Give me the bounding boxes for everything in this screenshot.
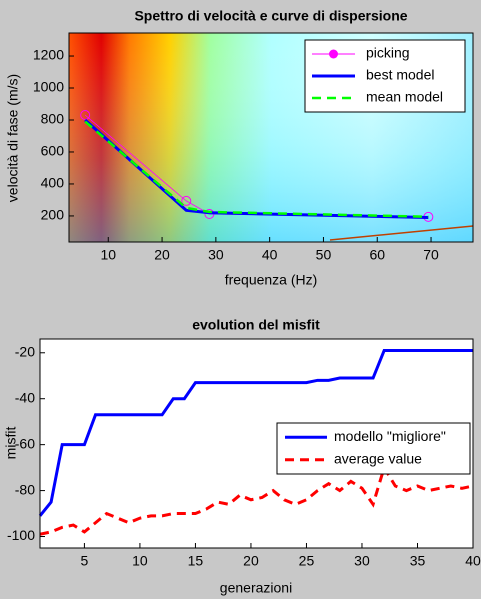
x-tick-label: 25 — [299, 553, 315, 569]
point-marker — [80, 110, 91, 121]
series-line — [84, 120, 429, 218]
x-tick-label: 5 — [81, 553, 89, 569]
x-tick-label: 35 — [410, 553, 426, 569]
y-tick-label: 800 — [41, 111, 65, 127]
y-tick-label: 1200 — [33, 47, 64, 63]
legend-label: mean model — [366, 89, 443, 105]
legend-box — [276, 422, 471, 475]
x-tick-label: 50 — [316, 247, 332, 263]
x-tick-label: 40 — [262, 247, 278, 263]
axes-box — [68, 32, 474, 243]
x-tick-label: 60 — [369, 247, 385, 263]
legend-label: average value — [334, 450, 422, 466]
y-axis-label: velocità di fase (m/s) — [5, 74, 21, 202]
axes-box — [39, 338, 474, 549]
spectrum-ridge — [329, 225, 474, 241]
series-line — [39, 463, 474, 536]
y-tick-label: 200 — [41, 207, 65, 223]
legend-label: modello "migliore" — [334, 428, 446, 444]
x-tick-label: 40 — [465, 553, 481, 569]
x-tick-label: 20 — [154, 247, 170, 263]
x-axis-label: frequenza (Hz) — [225, 272, 318, 288]
y-tick-label: 1000 — [33, 79, 64, 95]
x-tick-label: 20 — [243, 553, 259, 569]
y-axis-label: misfit — [3, 427, 19, 460]
legend-label: picking — [366, 45, 410, 61]
point-marker — [181, 195, 192, 206]
x-tick-label: 15 — [188, 553, 204, 569]
x-tick-label: 10 — [132, 553, 148, 569]
legend-label: best model — [366, 67, 434, 83]
x-axis-label: generazioni — [220, 580, 292, 596]
chart-title: evolution del misfit — [192, 317, 320, 333]
y-tick-label: 600 — [41, 143, 65, 159]
y-tick-label: -40 — [15, 389, 35, 405]
chart-title: Spettro di velocità e curve di dispersio… — [134, 8, 407, 24]
y-tick-label: -60 — [15, 435, 35, 451]
y-tick-label: -100 — [7, 527, 35, 543]
x-tick-label: 30 — [208, 247, 224, 263]
y-tick-label: -20 — [15, 343, 35, 359]
x-tick-label: 10 — [100, 247, 116, 263]
x-tick-label: 70 — [423, 247, 439, 263]
legend-marker — [329, 49, 338, 59]
y-tick-label: -80 — [15, 481, 35, 497]
y-tick-label: 400 — [41, 175, 65, 191]
x-tick-label: 30 — [354, 553, 370, 569]
series-line — [38, 348, 473, 517]
